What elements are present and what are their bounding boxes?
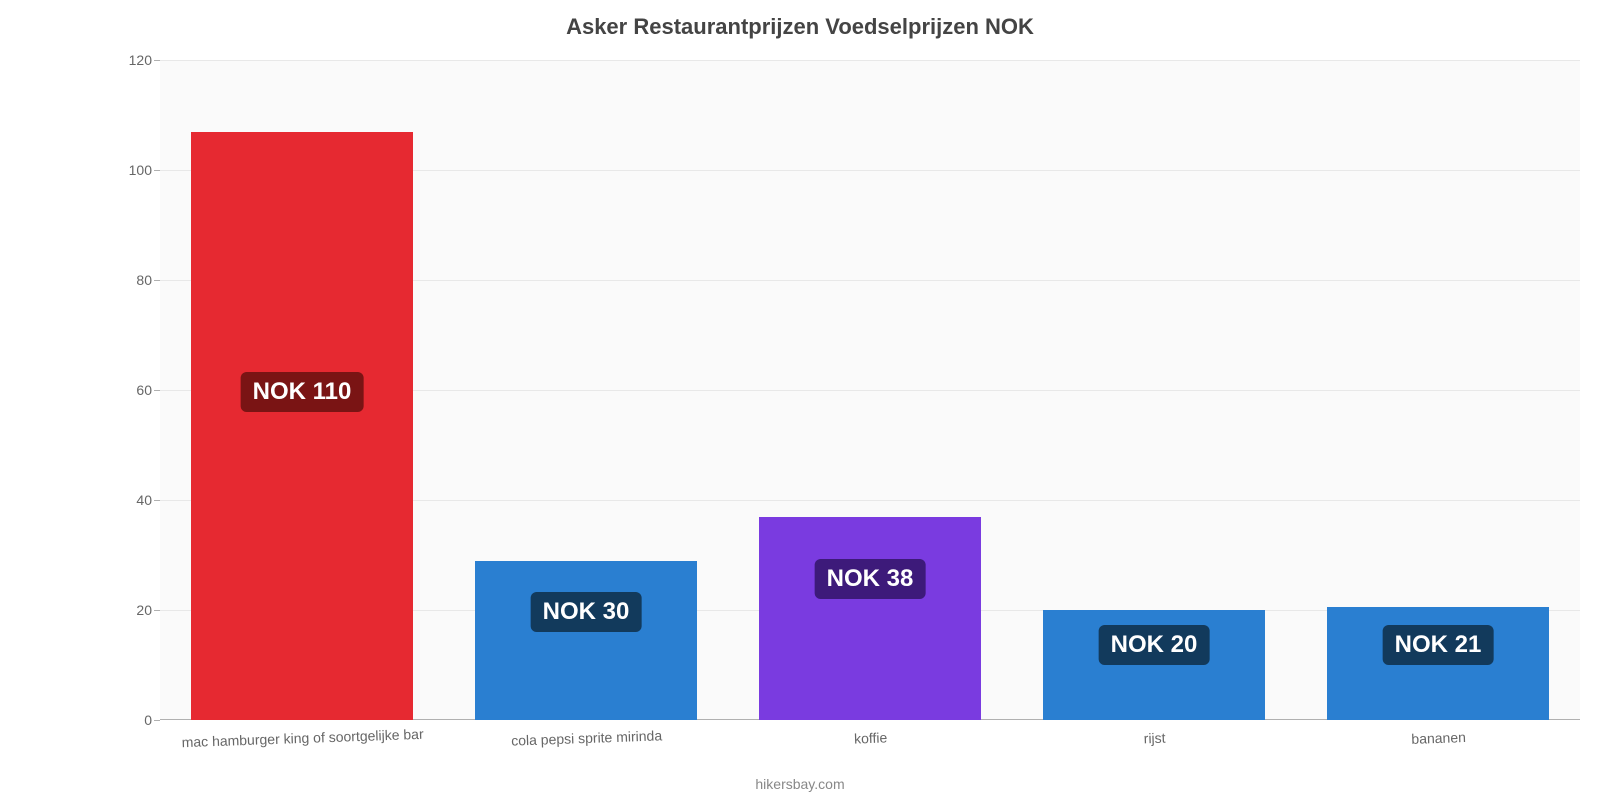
x-tick-label: koffie [853,719,887,746]
x-tick-label: rijst [1143,720,1166,747]
attribution-text: hikersbay.com [0,776,1600,792]
bar [475,561,697,721]
y-tick-label: 120 [129,52,160,68]
chart-title: Asker Restaurantprijzen Voedselprijzen N… [0,14,1600,40]
grid-line [160,60,1580,61]
bar-value-label: NOK 20 [1099,625,1210,665]
bar-value-label: NOK 21 [1383,625,1494,665]
bar-value-label: NOK 110 [241,372,364,412]
x-tick-label: mac hamburger king of soortgelijke bar [181,716,424,750]
y-tick-label: 0 [144,712,160,728]
bar [191,132,413,721]
y-tick-label: 40 [136,492,160,508]
y-tick-label: 60 [136,382,160,398]
x-tick-label: bananen [1411,719,1466,747]
bar-value-label: NOK 30 [531,592,642,632]
bar-value-label: NOK 38 [815,559,926,599]
y-tick-label: 80 [136,272,160,288]
y-tick-label: 20 [136,602,160,618]
plot-area: 020406080100120NOK 110mac hamburger king… [160,60,1580,720]
x-tick-label: cola pepsi sprite mirinda [511,717,663,748]
y-tick-label: 100 [129,162,160,178]
bar [759,517,981,721]
